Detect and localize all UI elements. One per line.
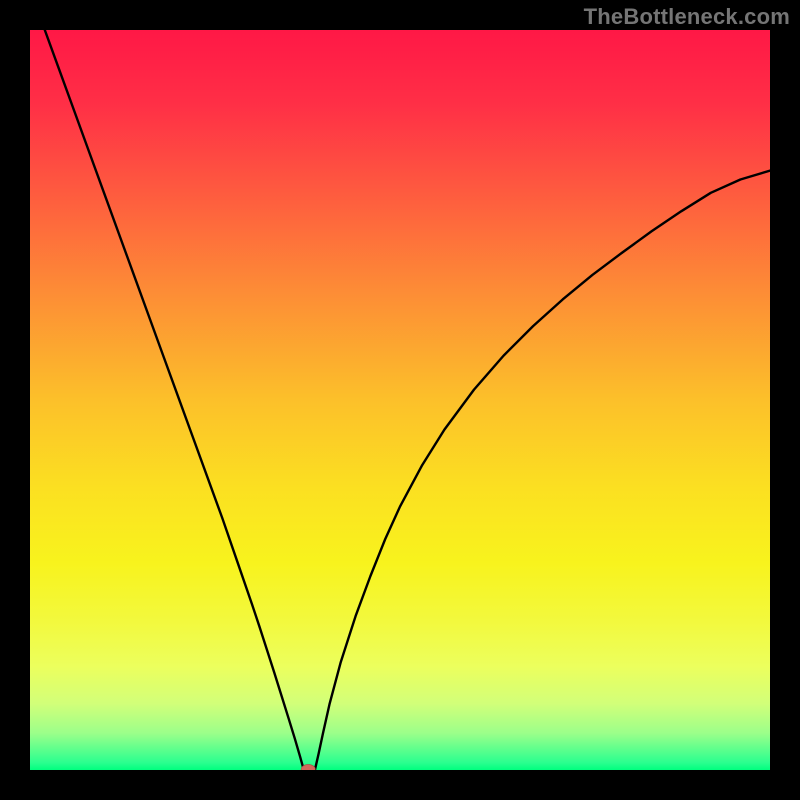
plot-background (30, 30, 770, 770)
bottleneck-curve-chart (0, 0, 800, 800)
watermark-text: TheBottleneck.com (584, 4, 790, 30)
chart-container: TheBottleneck.com (0, 0, 800, 800)
